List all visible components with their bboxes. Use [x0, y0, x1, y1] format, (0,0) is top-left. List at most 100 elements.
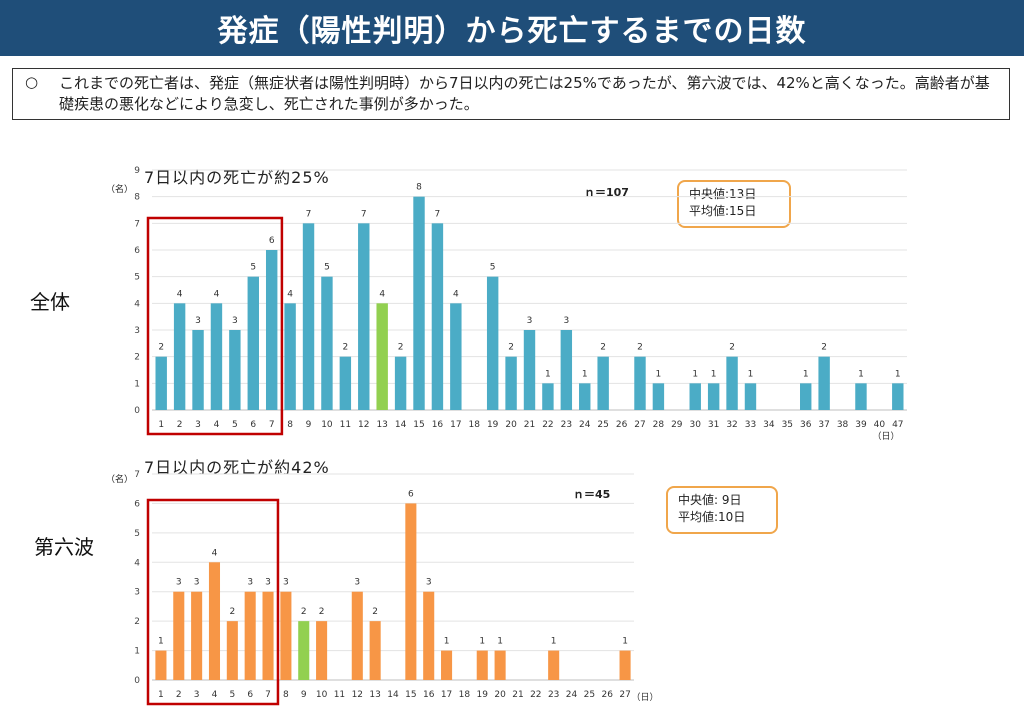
- chart-sixth-wave-x-tick-label: 10: [316, 690, 328, 700]
- chart-overall-bar: [597, 356, 609, 410]
- chart-overall-y-tick-label: 2: [134, 353, 140, 363]
- chart-sixth-wave-y-tick-label: 0: [134, 676, 140, 686]
- chart-sixth-wave-x-tick-label: 22: [530, 690, 541, 700]
- chart-overall-bar: [394, 356, 407, 410]
- chart-sixth-wave-data-label: 3: [176, 578, 182, 588]
- chart-sixth-wave-bar: [280, 591, 292, 680]
- chart-overall-n-label: ｎ＝107: [584, 186, 629, 199]
- chart-sixth-wave-x-tick-label: 3: [194, 690, 200, 700]
- chart-sixth-wave-bar: [262, 591, 274, 680]
- chart-overall-data-label: 2: [729, 343, 735, 353]
- chart-overall-y-tick-label: 4: [134, 299, 140, 309]
- chart-sixth-wave-x-tick-label: 20: [494, 690, 506, 700]
- chart-sixth-wave-highlight-box: [146, 498, 280, 706]
- chart-sixth-wave-bar: [226, 621, 238, 680]
- chart-overall-x-tick-label: 6: [250, 420, 256, 430]
- chart-overall-bar: [726, 356, 738, 410]
- chart-sixth-wave-stats: 中央値: 9日 平均値:10日: [666, 486, 778, 534]
- chart-overall-median: 中央値:13日: [689, 187, 757, 201]
- chart-sixth-wave-x-tick-label: 9: [301, 690, 307, 700]
- chart-overall-bar: [892, 383, 904, 410]
- chart-sixth-wave-bar: [298, 621, 310, 680]
- chart-overall-bar: [486, 276, 499, 410]
- chart-overall-data-label: 3: [563, 316, 569, 326]
- chart-sixth-wave-bar: [351, 591, 363, 680]
- chart-overall-data-label: 2: [637, 343, 643, 353]
- chart-sixth-wave-x-tick-label: 18: [459, 690, 471, 700]
- chart-overall-x-tick-label: 5: [232, 420, 238, 430]
- chart-overall-bar: [818, 356, 830, 410]
- chart-sixth-wave-data-label: 2: [301, 607, 307, 617]
- chart-sixth-wave-bar: [476, 650, 488, 680]
- chart-overall-x-tick-label: 17: [450, 420, 461, 430]
- chart-sixth-wave-x-tick-label: 5: [229, 690, 235, 700]
- chart-overall-bar: [579, 383, 591, 410]
- chart-overall-x-tick-label: 8: [287, 420, 293, 430]
- chart-sixth-wave-data-label: 3: [194, 578, 200, 588]
- chart-sixth-wave-bar: [369, 621, 381, 680]
- chart-overall-bar: [155, 356, 167, 410]
- chart-sixth-wave-n-label: ｎ＝45: [573, 488, 611, 501]
- chart-overall-bar: [358, 223, 370, 410]
- chart-overall-x-tick-label: 35: [782, 420, 793, 430]
- chart-overall-bar: [855, 383, 867, 410]
- chart-sixth-wave-x-tick-label: 19: [477, 690, 489, 700]
- chart-sixth-wave-bar: [155, 650, 167, 680]
- chart-overall-x-tick-label: 36: [800, 420, 812, 430]
- chart-overall-data-label: 5: [324, 263, 330, 273]
- chart-overall-data-label: 8: [416, 183, 422, 193]
- chart-overall-bar: [173, 303, 186, 410]
- note-box: ○ これまでの死亡者は、発症（無症状者は陽性判明時）から7日以内の死亡は25%で…: [12, 68, 1010, 120]
- chart-overall-data-label: 5: [490, 263, 496, 273]
- chart-sixth-wave-bar: [244, 591, 256, 680]
- chart-sixth-wave-x-tick-label: 7: [265, 690, 271, 700]
- chart-sixth-wave-x-tick-label: 16: [423, 690, 435, 700]
- chart-sixth-wave-x-tick-label: 21: [512, 690, 523, 700]
- chart-overall-data-label: 4: [453, 289, 459, 299]
- chart-overall-mean: 平均値:15日: [689, 204, 757, 218]
- chart-sixth-wave-y-tick-label: 6: [134, 499, 140, 509]
- chart-overall-x-tick-label: 3: [195, 420, 201, 430]
- chart-overall-data-label: 2: [821, 343, 827, 353]
- chart-overall-y-tick-label: 9: [134, 166, 140, 176]
- chart-overall-x-tick-label: 38: [837, 420, 849, 430]
- chart-overall-data-label: 4: [177, 289, 183, 299]
- chart-overall-y-tick-label: 5: [134, 273, 140, 283]
- chart-overall-bar: [339, 356, 352, 410]
- chart-overall-x-tick-label: 34: [763, 420, 775, 430]
- chart-sixth-wave-data-label: 4: [212, 548, 218, 558]
- chart-overall-data-label: 2: [342, 343, 348, 353]
- chart-overall-y-tick-label: 1: [134, 379, 140, 389]
- chart-overall-x-tick-label: 27: [634, 420, 645, 430]
- chart-overall-data-label: 1: [803, 369, 809, 379]
- chart-sixth-wave-y-tick-label: 7: [134, 470, 140, 480]
- chart-sixth-wave-bar: [191, 591, 203, 680]
- chart-overall-x-tick-label: 30: [690, 420, 702, 430]
- chart-sixth-wave-data-label: 2: [229, 607, 235, 617]
- chart-overall-bar: [652, 383, 665, 410]
- chart-sixth-wave-bar: [173, 591, 185, 680]
- chart-overall-data-label: 4: [287, 289, 293, 299]
- chart-overall-x-tick-label: 9: [306, 420, 312, 430]
- chart-sixth-wave-data-label: 1: [497, 637, 503, 647]
- chart-sixth-wave-data-label: 1: [622, 637, 628, 647]
- chart-overall-bar: [800, 383, 812, 410]
- chart-overall-x-tick-label: 11: [340, 420, 351, 430]
- chart-overall-y-tick-label: 8: [134, 193, 140, 203]
- chart-overall-bar: [284, 303, 296, 410]
- chart-overall-bar: [707, 383, 720, 410]
- chart-overall-bar: [689, 383, 701, 410]
- chart-overall-data-label: 1: [582, 369, 588, 379]
- chart-sixth-wave-x-tick-label: 1: [158, 690, 164, 700]
- chart-overall-data-label: 2: [158, 343, 164, 353]
- chart-overall-bar: [413, 196, 425, 410]
- chart-overall-x-tick-label: 12: [358, 420, 369, 430]
- chart-sixth-wave-bar: [208, 562, 221, 680]
- chart-sixth-wave-data-label: 2: [372, 607, 378, 617]
- chart-overall-bar: [210, 303, 223, 410]
- chart-sixth-wave-median: 中央値: 9日: [678, 493, 742, 507]
- chart-sixth-wave-x-tick-label: 23: [548, 690, 559, 700]
- chart-sixth-wave-bar: [405, 503, 417, 680]
- chart-sixth-wave-side-label: 第六波: [34, 535, 94, 559]
